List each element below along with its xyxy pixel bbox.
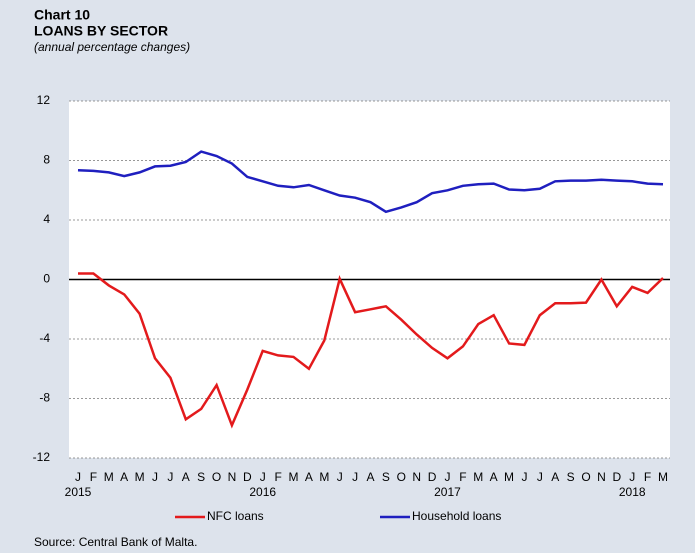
line-series [78, 272, 664, 429]
y-tick-label: 8 [43, 153, 50, 167]
year-label: 2018 [619, 485, 646, 499]
x-tick-label: N [412, 470, 421, 484]
x-tick-label: J [352, 470, 358, 484]
x-tick-label: M [289, 470, 299, 484]
x-tick-label: A [305, 470, 313, 484]
x-tick-label: A [182, 470, 190, 484]
x-tick-label: S [382, 470, 390, 484]
x-tick-label: F [644, 470, 651, 484]
x-tick-label: M [504, 470, 514, 484]
chart-title: Chart 10 [34, 7, 90, 23]
x-tick-label: M [319, 470, 329, 484]
x-tick-label: O [212, 470, 221, 484]
x-tick-label: J [167, 470, 173, 484]
x-tick-label: J [75, 470, 81, 484]
year-label: 2016 [249, 485, 276, 499]
x-tick-label: A [490, 470, 498, 484]
line-series [77, 150, 664, 214]
y-tick-label: -12 [33, 450, 51, 464]
x-tick-label: J [444, 470, 450, 484]
x-tick-label: F [90, 470, 97, 484]
y-tick-label: -8 [39, 391, 50, 405]
x-tick-label: O [581, 470, 590, 484]
y-tick-label: 12 [37, 93, 51, 107]
x-tick-label: J [537, 470, 543, 484]
x-tick-label: F [274, 470, 281, 484]
x-tick-label: O [397, 470, 406, 484]
legend-label: NFC loans [207, 509, 264, 523]
x-tick-label: N [597, 470, 606, 484]
x-tick-label: A [551, 470, 559, 484]
x-tick-label: M [473, 470, 483, 484]
x-tick-label: D [428, 470, 437, 484]
x-tick-label: F [459, 470, 466, 484]
x-tick-label: A [120, 470, 128, 484]
x-tick-label: M [104, 470, 114, 484]
x-tick-label: S [197, 470, 205, 484]
x-tick-label: M [135, 470, 145, 484]
x-tick-label: D [243, 470, 252, 484]
legend-label: Household loans [412, 509, 501, 523]
x-tick-label: A [366, 470, 374, 484]
x-tick-label: M [658, 470, 668, 484]
y-tick-label: 4 [43, 212, 50, 226]
year-label: 2017 [434, 485, 461, 499]
x-tick-label: N [228, 470, 237, 484]
source: Source: Central Bank of Malta. [34, 535, 197, 549]
year-label: 2015 [65, 485, 92, 499]
x-tick-label: D [612, 470, 621, 484]
y-tick-label: -4 [39, 331, 50, 345]
y-axis-label: (annual percentage changes) [34, 40, 190, 54]
y-tick-label: 0 [43, 272, 50, 286]
x-tick-label: J [337, 470, 343, 484]
x-tick-label: S [567, 470, 575, 484]
x-tick-label: J [152, 470, 158, 484]
x-tick-label: J [521, 470, 527, 484]
chart-subtitle: LOANS BY SECTOR [34, 23, 168, 39]
x-tick-label: J [260, 470, 266, 484]
x-tick-label: J [629, 470, 635, 484]
